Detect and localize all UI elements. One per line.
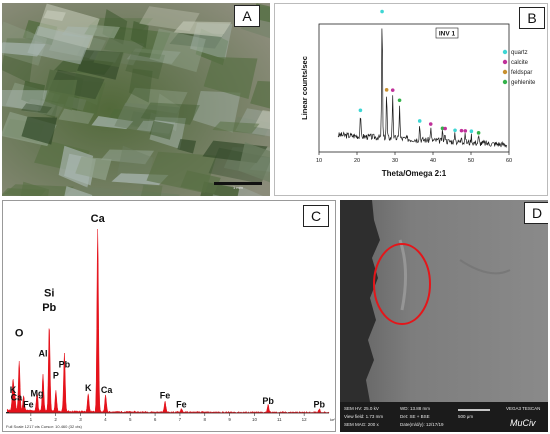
peak-marker-calcite — [428, 122, 433, 126]
x-tick-label: 10 — [316, 158, 322, 164]
diffraction-pattern-line — [337, 28, 508, 149]
sem-scale-label: 500 μm — [458, 414, 473, 419]
sem-info-bar — [340, 402, 548, 432]
sem-instrument: VEGA3 TESCAN — [506, 406, 540, 411]
scale-bar — [214, 182, 262, 185]
element-label-p: P — [53, 370, 59, 380]
x-tick-label: 12 — [302, 417, 308, 422]
element-label-k: K — [10, 385, 17, 395]
legend-marker-quartz — [502, 49, 508, 55]
element-label-pb: Pb — [262, 396, 274, 406]
element-label-o: O — [15, 328, 24, 340]
panel-label-c: C — [303, 205, 329, 227]
peak-marker-gehlenite — [397, 98, 402, 103]
x-tick-label: 3 — [79, 417, 82, 422]
eds-panel: 123456789101112keVFull Scale 1217 cts Cu… — [2, 200, 336, 432]
element-label-fe: Fe — [23, 400, 34, 410]
element-label-pb: Pb — [314, 400, 326, 410]
peak-marker-quartz — [417, 119, 422, 123]
spectrum-footer: Full Scale 1217 cts Cursor: 10.460 (32 c… — [6, 424, 82, 429]
sem-mag: SEM MAG: 200 x — [344, 422, 380, 427]
sem-image: SEM HV: 25.0 kV View field: 1.73 mm SEM … — [340, 200, 548, 432]
sem-logo: MuCiv — [510, 418, 536, 428]
x-tick-label: 40 — [430, 158, 436, 164]
peak-marker-quartz — [469, 129, 474, 134]
peak-marker-quartz — [380, 9, 384, 14]
element-label-al: Al — [39, 349, 48, 359]
peak-marker-gehlenite — [440, 126, 445, 131]
x-tick-label: 8 — [204, 417, 207, 422]
peak-marker-calcite — [463, 129, 468, 133]
x-tick-label: 5 — [129, 417, 132, 422]
element-label-ca: Ca — [91, 213, 106, 225]
xrd-panel: 10 20 30 40 50 60 Theta/Omega 2:1 Linear counts… — [274, 3, 548, 196]
sem-detector: Det: SE + BSE — [400, 414, 430, 419]
element-label-pb: Pb — [42, 302, 56, 314]
peak-marker-quartz — [453, 128, 457, 133]
sem-date: Date(m/d/y): 12/17/19 — [400, 422, 444, 427]
panel-label-b: B — [519, 7, 545, 29]
peak-marker-calcite — [443, 126, 447, 131]
sem-panel: SEM HV: 25.0 kV View field: 1.73 mm SEM … — [340, 200, 548, 432]
x-tick-label: 20 — [354, 158, 360, 164]
element-label-ca: Ca — [11, 392, 23, 402]
x-tick-label: 60 — [506, 158, 512, 164]
element-label-si: Si — [44, 287, 54, 299]
sample-surface — [366, 200, 548, 402]
x-tick-label: 10 — [252, 417, 258, 422]
highlight-circle — [373, 243, 431, 325]
x-tick-label: 11 — [277, 417, 282, 422]
legend-label-gehlenite: gehlenite — [511, 80, 536, 86]
x-tick-label: 2 — [54, 417, 57, 422]
legend-label-feldspar: feldspar — [511, 70, 532, 76]
legend-label-quartz: quartz — [511, 50, 528, 56]
sample-label: INV 1 — [439, 31, 456, 38]
optical-micrograph: 1 mm — [2, 3, 270, 196]
sem-view-field: View field: 1.73 mm — [344, 414, 383, 419]
element-label-mg: Mg — [31, 389, 44, 399]
element-label-fe: Fe — [176, 400, 187, 410]
x-tick-label: 30 — [392, 158, 398, 164]
x-tick-label: 4 — [104, 417, 107, 422]
element-label-pb: Pb — [59, 359, 71, 369]
x-axis-unit: keV — [330, 417, 335, 422]
xrd-chart: 10 20 30 40 50 60 Theta/Omega 2:1 Linear counts… — [300, 9, 536, 178]
panel-label-d: D — [524, 202, 548, 224]
spectrum-origin — [6, 412, 9, 413]
eds-chart: 123456789101112keVFull Scale 1217 cts Cu… — [6, 213, 335, 429]
element-label-fe: Fe — [160, 390, 171, 400]
peak-marker-gehlenite — [476, 131, 481, 135]
peak-marker-quartz — [358, 108, 363, 113]
plot-frame — [318, 23, 510, 153]
x-axis-label: Theta/Omega 2:1 — [382, 169, 447, 178]
y-axis-label: Linear counts/sec — [300, 56, 309, 120]
eds-spectrum — [6, 228, 330, 414]
peak-marker-calcite — [459, 128, 464, 133]
x-tick-label: 6 — [154, 417, 157, 422]
x-tick-label: 7 — [179, 417, 182, 422]
legend-marker-gehlenite — [502, 79, 508, 85]
legend-marker-feldspar — [502, 69, 508, 75]
x-tick-label: 50 — [468, 158, 474, 164]
panel-label-a: A — [234, 5, 260, 27]
element-label-ca: Ca — [101, 385, 113, 395]
legend-label-calcite: calcite — [511, 60, 529, 66]
x-tick-label: 9 — [228, 417, 231, 422]
peak-marker-calcite — [390, 88, 395, 92]
peak-marker-feldspar — [384, 88, 389, 92]
sem-hv: SEM HV: 25.0 kV — [344, 406, 379, 411]
sem-wd: WD: 13.88 mm — [400, 406, 430, 411]
x-tick-label: 1 — [30, 417, 33, 422]
element-label-k: K — [85, 383, 92, 393]
sample-label-box — [435, 27, 459, 39]
legend-marker-calcite — [502, 59, 508, 65]
scale-bar-label: 1 mm — [233, 185, 244, 190]
optical-micrograph-panel: 1 mm A — [2, 3, 270, 196]
